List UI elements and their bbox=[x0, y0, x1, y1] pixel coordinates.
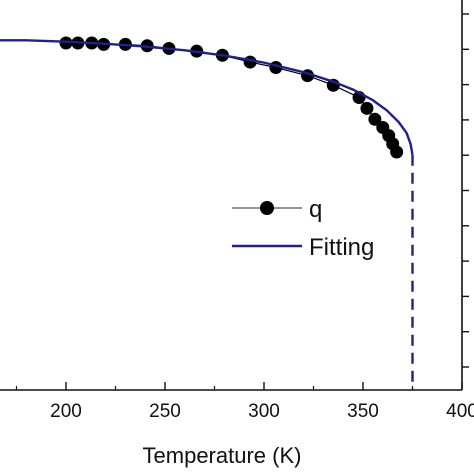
legend-fitting-label: Fitting bbox=[309, 234, 374, 261]
q-series-line bbox=[66, 42, 398, 153]
q-data-point bbox=[59, 36, 73, 50]
series-layer bbox=[0, 36, 414, 390]
q-data-point bbox=[368, 112, 382, 126]
legend: q Fitting bbox=[232, 196, 374, 261]
x-tick-label: 300 bbox=[248, 401, 280, 422]
q-data-point bbox=[390, 145, 404, 159]
x-axis-title: Temperature (K) bbox=[143, 443, 302, 468]
plot-frame bbox=[0, 0, 463, 391]
ticks: 150200250300350400 bbox=[15, 13, 474, 422]
x-tick-label: 400 bbox=[446, 401, 474, 422]
q-data-point bbox=[360, 101, 374, 115]
fitting-line bbox=[0, 39, 414, 155]
legend-q-label: q bbox=[309, 196, 322, 223]
x-tick-label: 350 bbox=[347, 401, 379, 422]
legend-q-marker bbox=[260, 201, 274, 215]
x-tick-label: 250 bbox=[149, 401, 181, 422]
x-tick-label: 200 bbox=[50, 401, 82, 422]
